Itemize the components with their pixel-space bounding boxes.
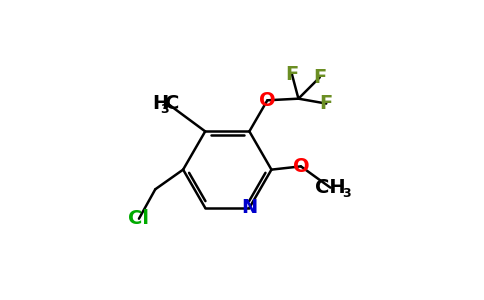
Text: O: O	[292, 157, 309, 176]
Text: O: O	[259, 91, 276, 110]
Text: 3: 3	[342, 187, 350, 200]
Text: 3: 3	[160, 103, 168, 116]
Text: F: F	[319, 94, 333, 113]
Text: F: F	[285, 64, 299, 84]
Text: CH: CH	[315, 178, 346, 197]
Text: C: C	[165, 94, 180, 113]
Text: N: N	[241, 198, 257, 218]
Text: F: F	[313, 68, 326, 87]
Text: H: H	[152, 94, 169, 113]
Text: Cl: Cl	[128, 209, 150, 228]
